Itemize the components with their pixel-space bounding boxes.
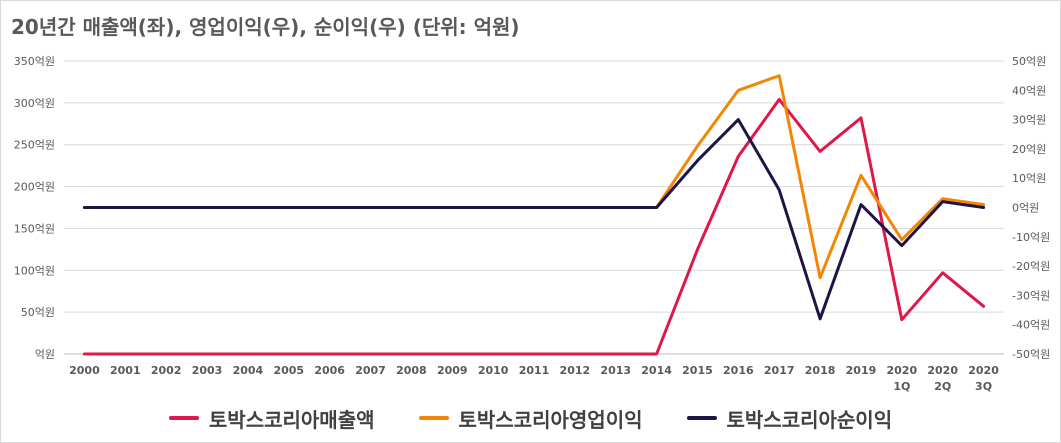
x-tick-label: 2019 [846, 364, 877, 377]
x-tick-label: 2013 [600, 364, 631, 377]
x-tick-label: 2003 [192, 364, 223, 377]
y-right-tick-label: 10억원 [1012, 172, 1046, 185]
x-tick-label: 2020 2Q [927, 364, 958, 393]
x-tick-label: 2008 [396, 364, 427, 377]
x-tick-label: 2007 [355, 364, 386, 377]
legend-item: 토박스코리아순이익 [686, 404, 893, 433]
series-line-1 [82, 98, 986, 356]
x-tick-label: 2006 [314, 364, 345, 377]
y-left-tick-label: 50억원 [21, 306, 55, 319]
x-tick-label: 2009 [437, 364, 468, 377]
legend-label: 토박스코리아매출액 [208, 407, 375, 432]
y-left-tick-label: 350억원 [14, 55, 55, 68]
legend-swatch [168, 416, 199, 420]
y-right-tick-label: 50억원 [1012, 55, 1046, 68]
y-right-tick-label: -50억원 [1012, 348, 1050, 361]
x-tick-label: 2005 [273, 364, 304, 377]
y-right-tick-label: 0억원 [1012, 202, 1039, 215]
chart-plot: 억원 50억원 100억원 150억원 200억원 250억원 300억원 350억원 -50억… [14, 55, 1050, 393]
legend-label: 토박스코리아순이익 [726, 407, 893, 432]
y-right-tick-label: 20억원 [1012, 143, 1046, 156]
y-left-tick-label: 100억원 [14, 264, 55, 277]
x-tick-label: 2016 [723, 364, 754, 377]
x-tick-label: 2017 [764, 364, 795, 377]
x-tick-label: 2001 [110, 364, 141, 377]
y-left-tick-label: 억원 [35, 348, 55, 361]
legend-swatch [686, 416, 717, 420]
y-right-tick-label: -40억원 [1012, 319, 1050, 332]
y-left-tick-label: 250억원 [14, 139, 55, 152]
x-tick-label: 2010 [478, 364, 509, 377]
y-right-tick-label: -10억원 [1012, 231, 1050, 244]
series-line-3 [82, 118, 986, 321]
legend-swatch [418, 416, 449, 420]
legend-label: 토박스코리아영업이익 [458, 407, 643, 432]
x-tick-label: 2000 [69, 364, 100, 377]
y-right-tick-label: 30억원 [1012, 114, 1046, 127]
x-tick-label: 2012 [560, 364, 591, 377]
y-left-tick-label: 300억원 [14, 97, 55, 110]
x-tick-label: 2011 [519, 364, 550, 377]
x-tick-label: 2020 1Q [887, 364, 918, 393]
legend-item: 토박스코리아영업이익 [418, 404, 643, 433]
chart-title: 20년간 매출액(좌), 영업이익(우), 순이익(우) (단위: 억원) [11, 15, 520, 39]
y-right-tick-label: -20억원 [1012, 260, 1050, 273]
x-tick-label: 2018 [805, 364, 836, 377]
x-tick-label: 2002 [151, 364, 182, 377]
y-right-tick-label: -30억원 [1012, 289, 1050, 302]
x-tick-label: 2015 [682, 364, 713, 377]
x-tick-label: 2020 3Q [968, 364, 999, 393]
series-line-2 [82, 74, 986, 280]
legend-item: 토박스코리아매출액 [168, 404, 375, 433]
x-tick-label: 2014 [641, 364, 672, 377]
y-left-tick-label: 200억원 [14, 181, 55, 194]
chart-legend: 토박스코리아매출액 토박스코리아영업이익 토박스코리아순이익 [1, 401, 1060, 435]
y-left-tick-label: 150억원 [14, 222, 55, 235]
x-tick-label: 2004 [233, 364, 264, 377]
y-right-tick-label: 40억원 [1012, 84, 1046, 97]
